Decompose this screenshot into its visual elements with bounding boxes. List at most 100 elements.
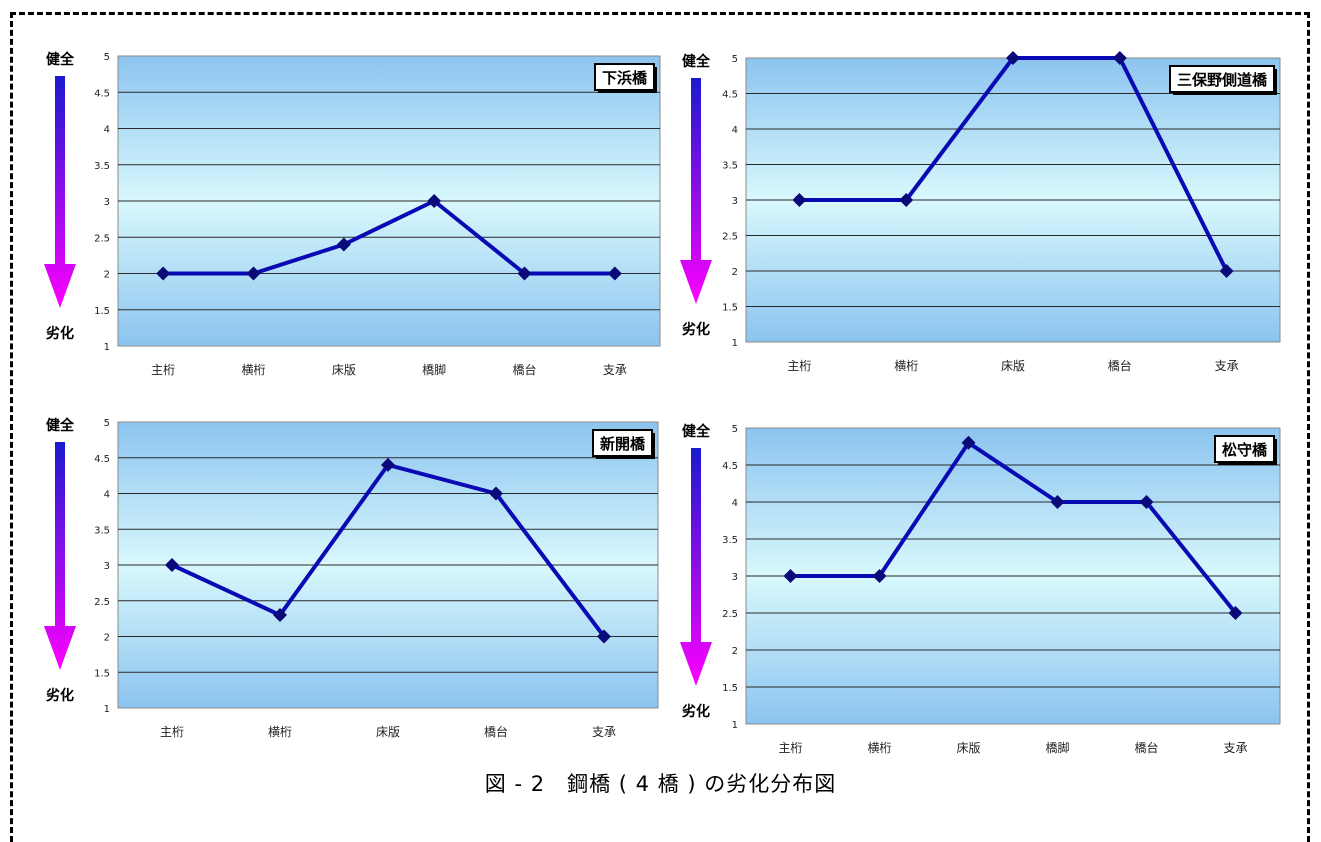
x-tick-label: 主桁 — [151, 363, 175, 377]
chart-title-box — [592, 429, 653, 457]
x-tick-label: 主桁 — [787, 359, 811, 373]
data-point — [273, 608, 287, 623]
x-tick-label: 橋台 — [1108, 358, 1132, 373]
data-point — [517, 266, 532, 281]
data-point — [1050, 495, 1065, 509]
x-tick-label: 支承 — [1223, 741, 1247, 755]
data-point — [961, 435, 976, 450]
chart-title-box — [1169, 65, 1275, 93]
data-point — [899, 193, 914, 207]
chart-title: 松守橋 — [1222, 441, 1268, 459]
dashed-border-frame — [10, 12, 1310, 842]
data-point — [381, 457, 395, 472]
y-tick-label: 3 — [732, 572, 738, 583]
y-tick-label: 2.5 — [94, 233, 110, 244]
data-point — [607, 266, 622, 281]
degraded-label: 劣化 — [46, 325, 74, 342]
y-tick-label: 4 — [104, 125, 110, 136]
degraded-label: 劣化 — [682, 703, 710, 720]
x-tick-label: 支承 — [1215, 359, 1239, 373]
data-point — [792, 193, 807, 207]
y-tick-label: 5 — [732, 54, 738, 65]
y-tick-label: 3 — [104, 561, 110, 572]
x-tick-label: 床版 — [332, 363, 356, 377]
data-point — [597, 629, 611, 644]
y-tick-label: 1.5 — [722, 683, 738, 694]
x-tick-label: 主桁 — [778, 741, 802, 755]
data-point — [1228, 606, 1243, 620]
y-tick-label: 2 — [104, 633, 110, 644]
data-point — [427, 194, 442, 208]
y-tick-label: 2.5 — [94, 597, 110, 608]
data-point — [1139, 495, 1154, 509]
x-tick-label: 支承 — [592, 725, 616, 739]
x-tick-label: 橋脚 — [1045, 740, 1069, 755]
y-tick-label: 2.5 — [722, 609, 738, 620]
x-tick-label: 支承 — [603, 363, 627, 377]
y-tick-label: 3.5 — [722, 535, 738, 546]
x-tick-label: 床版 — [376, 725, 400, 739]
x-tick-label: 横桁 — [268, 725, 292, 739]
healthy-label: 健全 — [682, 423, 711, 440]
degraded-label: 劣化 — [46, 687, 74, 704]
y-tick-label: 5 — [104, 52, 110, 63]
x-tick-label: 橋台 — [484, 724, 508, 739]
y-tick-label: 4.5 — [94, 454, 110, 465]
y-tick-label: 2.5 — [722, 232, 738, 243]
chart-title-box — [1214, 435, 1275, 463]
series-line — [163, 199, 615, 276]
y-tick-label: 1.5 — [722, 303, 738, 314]
y-tick-label: 3 — [104, 197, 110, 208]
y-tick-label: 2 — [104, 270, 110, 281]
y-tick-label: 4 — [104, 490, 110, 501]
data-point — [783, 569, 798, 583]
data-point — [489, 486, 503, 501]
data-point — [1006, 51, 1020, 65]
degradation-arrow-icon — [44, 442, 76, 670]
chart-title: 三保野側道橋 — [1177, 71, 1268, 89]
y-tick-label: 4.5 — [722, 90, 738, 101]
y-tick-label: 2 — [732, 646, 738, 657]
data-point — [872, 569, 887, 583]
y-tick-label: 1.5 — [94, 668, 110, 679]
data-point — [246, 266, 261, 281]
healthy-label: 健全 — [46, 417, 75, 434]
data-point — [336, 237, 351, 252]
degraded-label: 劣化 — [682, 321, 710, 338]
y-tick-label: 1.5 — [94, 306, 110, 317]
chart-panel-shinkai: 1 1.5 2 2.5 3 3.5 4 4.5 5 主桁 横桁 床版 橋台 支承 新開橋 健全 劣化 — [30, 408, 670, 753]
y-tick-label: 4.5 — [722, 461, 738, 472]
healthy-label: 健全 — [682, 53, 711, 70]
x-tick-label: 橋台 — [1134, 740, 1158, 755]
chart-title: 下浜橋 — [602, 69, 648, 87]
healthy-label: 健全 — [46, 51, 75, 68]
data-point — [1112, 51, 1127, 65]
y-tick-label: 5 — [104, 418, 110, 429]
y-tick-label: 3.5 — [94, 161, 110, 172]
data-point — [1219, 264, 1234, 278]
x-tick-label: 床版 — [956, 741, 980, 755]
data-point — [165, 558, 179, 572]
x-tick-label: 橋脚 — [422, 362, 446, 377]
y-tick-label: 5 — [732, 424, 738, 435]
x-tick-label: 床版 — [1001, 359, 1025, 373]
x-tick-label: 横桁 — [894, 359, 918, 373]
degradation-arrow-icon — [680, 78, 712, 304]
x-tick-label: 主桁 — [160, 725, 184, 739]
data-point — [156, 266, 171, 281]
y-tick-label: 1 — [104, 342, 110, 353]
x-tick-label: 横桁 — [867, 741, 891, 755]
chart-title-box — [594, 63, 655, 91]
y-tick-label: 4 — [732, 498, 738, 509]
degradation-arrow-icon — [44, 76, 76, 308]
series-line — [790, 440, 1238, 615]
chart-panel-matsumori: 1 1.5 2 2.5 3 3.5 4 4.5 5 主桁 横桁 床版 橋脚 橋台 支承 松守橋 健全 劣化 — [666, 418, 1296, 763]
degradation-arrow-icon — [680, 448, 712, 686]
x-tick-label: 橋台 — [512, 362, 536, 377]
y-tick-label: 1 — [104, 704, 110, 715]
y-tick-label: 3 — [732, 196, 738, 207]
